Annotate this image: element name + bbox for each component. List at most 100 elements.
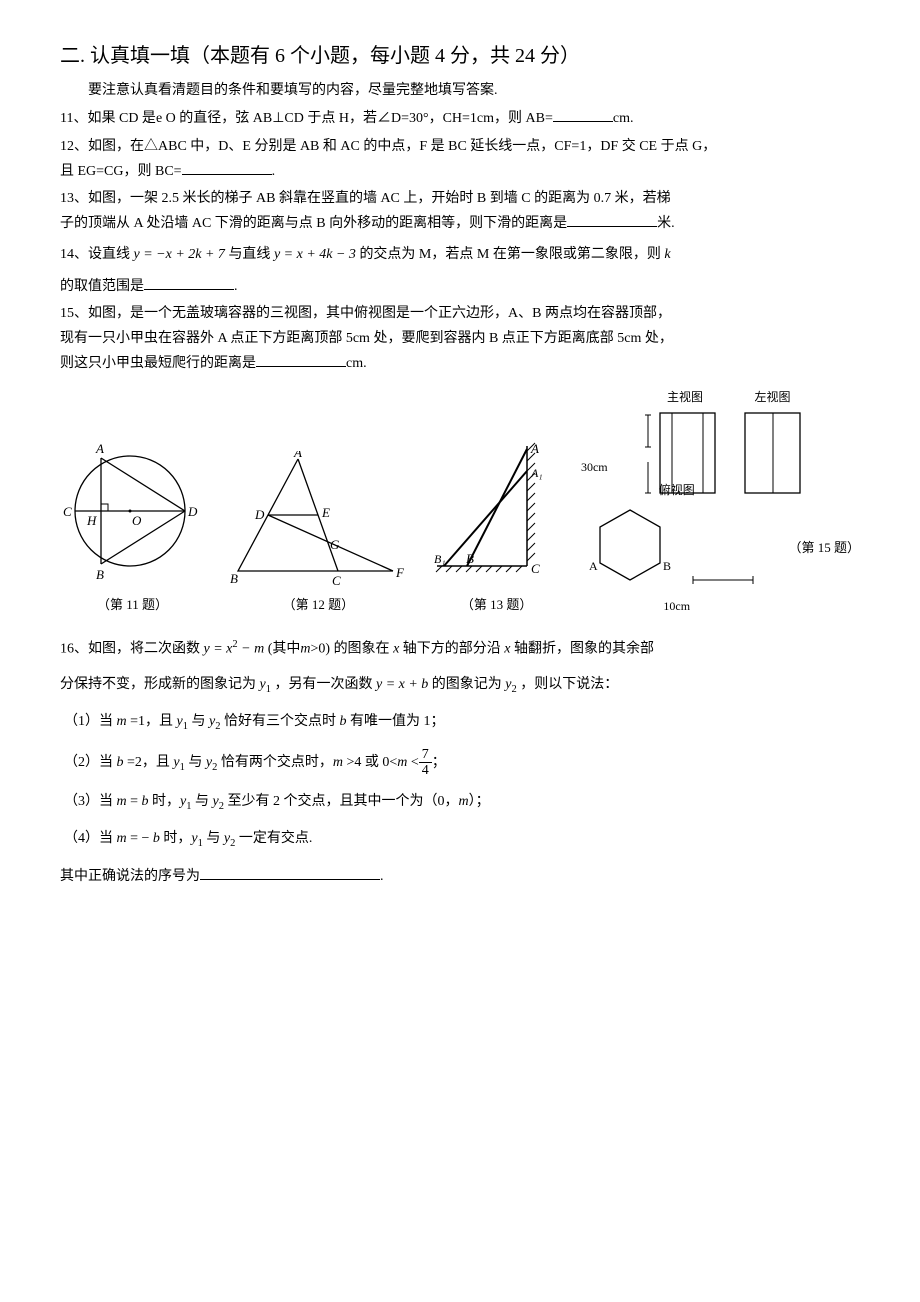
i1a: （1）当 <box>64 714 117 729</box>
svg-text:B: B <box>230 571 238 586</box>
q16-line2c: 的图象记为 <box>432 677 506 692</box>
i4b: 时， <box>160 831 192 846</box>
q11-blank <box>553 107 613 122</box>
q15-blank <box>256 352 346 367</box>
top-view-label: 俯视图 <box>585 481 769 500</box>
svg-text:D: D <box>254 507 265 522</box>
figures-row: A B C D H O （第 11 题） A B C D E F G （第 12… <box>60 388 860 616</box>
i1m: m <box>117 714 127 729</box>
q16-line2b: ，另有一次函数 <box>274 677 376 692</box>
svg-text:B₁: B₁ <box>434 552 446 566</box>
question-12: 12、如图，在△ABC 中，D、E 分别是 AB 和 AC 的中点，F 是 BC… <box>60 134 860 184</box>
q14-eq1-rhs: = −x + 2k + 7 <box>140 247 225 262</box>
i2e: >4 或 0< <box>343 755 397 770</box>
svg-text:A₁: A₁ <box>530 466 543 480</box>
i3m2: m <box>458 794 468 809</box>
i2-frac-num: 7 <box>419 747 432 763</box>
q15-line3-suffix: cm. <box>346 356 367 371</box>
i2a: （2）当 <box>64 755 117 770</box>
q15-line2: 现有一只小甲虫在容器外 A 点正下方距离顶部 5cm 处，要爬到容器内 B 点正… <box>60 326 860 351</box>
svg-text:B: B <box>96 567 104 582</box>
q12-line2-prefix: 且 EG=CG，则 BC= <box>60 164 182 179</box>
i3e: ）； <box>469 794 490 809</box>
q16-sub1: 1 <box>266 683 271 694</box>
i4bv: b <box>153 831 160 846</box>
q15-line1: 15、如图，是一个无盖玻璃容器的三视图，其中俯视图是一个正六边形，A、B 两点均… <box>60 301 860 326</box>
i2f: < <box>407 755 418 770</box>
q16-gt0: >0) <box>311 641 331 656</box>
q16-line2a: 分保持不变，形成新的图象记为 <box>60 677 260 692</box>
i4d: 一定有交点. <box>235 831 312 846</box>
left-view-label: 左视图 <box>740 388 805 407</box>
caption-13: （第 13 题） <box>461 595 533 616</box>
i2-frac-den: 4 <box>419 763 432 778</box>
q16-mid3: 轴翻折，图象的其余部 <box>511 641 655 656</box>
i4a: （4）当 <box>64 831 117 846</box>
svg-text:B: B <box>663 559 671 573</box>
i2g: ； <box>432 755 446 770</box>
section-instruction: 要注意认真看清题目的条件和要填写的内容，尽量完整地填写答案. <box>60 80 860 102</box>
i3d: 至少有 2 个交点，且其中一个为（0， <box>224 794 459 809</box>
figure-12-svg: A B C D E F G <box>228 451 408 591</box>
svg-text:A: A <box>530 441 539 456</box>
q16-eq2-rhs: = x + b <box>382 677 428 692</box>
svg-text:C: C <box>332 573 341 588</box>
i3a: （3）当 <box>64 794 117 809</box>
height-label: 30cm <box>581 458 608 477</box>
q16-item4: （4）当 m = − b 时，y1 与 y2 一定有交点. <box>64 826 860 854</box>
figure-11: A B C D H O （第 11 题） <box>60 441 205 616</box>
svg-text:A: A <box>293 451 302 460</box>
svg-text:G: G <box>330 537 340 552</box>
i2c: 与 <box>185 755 206 770</box>
svg-text:C: C <box>63 504 72 519</box>
q15-line3-prefix: 则这只小甲虫最短爬行的距离是 <box>60 356 256 371</box>
q16-mvar: m <box>300 641 310 656</box>
q16-prefix: 16、如图，将二次函数 <box>60 641 204 656</box>
question-13: 13、如图，一架 2.5 米长的梯子 AB 斜靠在竖直的墙 AC 上，开始时 B… <box>60 186 860 236</box>
q16-line2d: ，则以下说法： <box>520 677 618 692</box>
svg-text:E: E <box>321 505 330 520</box>
q16-blank <box>200 865 380 880</box>
q13-line1: 13、如图，一架 2.5 米长的梯子 AB 斜靠在竖直的墙 AC 上，开始时 B… <box>60 186 860 211</box>
question-15: 15、如图，是一个无盖玻璃容器的三视图，其中俯视图是一个正六边形，A、B 两点均… <box>60 301 860 377</box>
q11-suffix: cm. <box>613 111 634 126</box>
figure-15: 主视图 左视图 <box>585 388 860 616</box>
q12-line1: 12、如图，在△ABC 中，D、E 分别是 AB 和 AC 的中点，F 是 BC… <box>60 134 860 159</box>
q12-line2-suffix: . <box>272 164 276 179</box>
figure-13: A A₁ C B B₁ （第 13 题） <box>432 441 562 616</box>
q12-blank <box>182 160 272 175</box>
i1b: =1，且 <box>127 714 177 729</box>
svg-text:A: A <box>95 441 104 456</box>
q16-mid2: 轴下方的部分沿 <box>399 641 504 656</box>
i2m: m <box>333 755 343 770</box>
i4m: m <box>117 831 127 846</box>
q11-mid: O 的直径，弦 AB⊥CD 于点 H，若∠D=30°，CH=1cm，则 AB= <box>162 111 553 126</box>
q16-final-b: . <box>380 869 384 884</box>
figure-13-svg: A A₁ C B B₁ <box>432 441 562 591</box>
q14-line2-suffix: . <box>234 279 238 294</box>
width-dim-svg <box>678 574 768 590</box>
i2bv: b <box>117 755 124 770</box>
q14-k: k <box>664 247 670 262</box>
i2b: =2，且 <box>124 755 174 770</box>
caption-15: （第 15 题） <box>788 538 860 559</box>
top-view-svg: A B <box>585 500 675 590</box>
q16-item3: （3）当 m = b 时，y1 与 y2 至少有 2 个交点，且其中一个为（0，… <box>64 789 860 817</box>
q16-item1: （1）当 m =1，且 y1 与 y2 恰好有三个交点时 b 有唯一值为 1； <box>64 709 860 737</box>
q14-mid1: 与直线 <box>228 247 274 262</box>
figure-11-svg: A B C D H O <box>60 441 205 591</box>
q16-item2: （2）当 b =2，且 y1 与 y2 恰有两个交点时，m >4 或 0<m <… <box>64 747 860 779</box>
main-view-label: 主视图 <box>640 388 730 407</box>
q13-blank <box>567 212 657 227</box>
question-14: 14、设直线 y = −x + 2k + 7 与直线 y = x + 4k − … <box>60 242 860 298</box>
q13-line2-suffix: 米. <box>657 216 675 231</box>
question-11: 11、如果 CD 是e O 的直径，弦 AB⊥CD 于点 H，若∠D=30°，C… <box>60 106 860 131</box>
i2d: 恰有两个交点时， <box>217 755 333 770</box>
i3bv: b <box>142 794 149 809</box>
i1c: 与 <box>188 714 209 729</box>
i4c: 与 <box>203 831 224 846</box>
q14-prefix: 14、设直线 <box>60 247 134 262</box>
q11-prefix: 11、如果 CD 是 <box>60 111 156 126</box>
svg-text:A: A <box>589 559 598 573</box>
width-label: 10cm <box>585 597 769 616</box>
